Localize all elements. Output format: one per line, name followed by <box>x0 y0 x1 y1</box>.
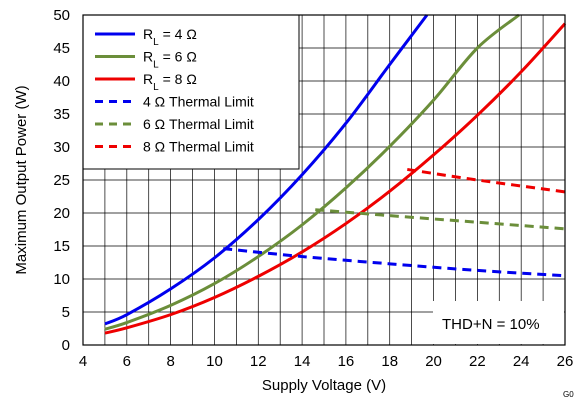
legend-label-5: 6 Ω Thermal Limit <box>143 116 254 132</box>
legend-label-3: RL = 8 Ω <box>143 71 197 93</box>
y-tick-label: 0 <box>62 337 70 354</box>
x-tick-label: 18 <box>381 353 398 370</box>
x-tick-label: 10 <box>206 353 223 370</box>
legend-label-2: RL = 6 Ω <box>143 49 197 71</box>
y-tick-label: 45 <box>53 40 70 57</box>
x-tick-label: 4 <box>79 353 87 370</box>
x-tick-label: 20 <box>425 353 442 370</box>
annotation-box <box>433 301 564 344</box>
y-tick-label: 25 <box>53 172 70 189</box>
x-tick-label: 22 <box>469 353 486 370</box>
annotation-group: THD+N = 10% <box>433 301 564 344</box>
series-line-1 <box>104 14 429 326</box>
x-tick-label: 16 <box>338 353 355 370</box>
x-tick-label: 8 <box>166 353 174 370</box>
x-tick-label: 12 <box>250 353 267 370</box>
y-tick-labels: 0 5 10 15 20 25 30 35 40 45 50 <box>53 7 70 354</box>
series-line-3 <box>104 22 567 335</box>
y-tick-label: 10 <box>53 271 70 288</box>
series-line-2 <box>104 13 520 331</box>
series-line-6 <box>407 167 566 194</box>
plot-frame <box>82 14 566 346</box>
legend-box <box>82 14 300 170</box>
y-axis-label: Maximum Output Power (W) <box>13 85 30 274</box>
y-tick-label: 15 <box>53 238 70 255</box>
legend-label-4: 4 Ω Thermal Limit <box>143 94 254 110</box>
y-tick-label: 35 <box>53 106 70 123</box>
x-tick-labels: 4 6 8 10 12 14 16 18 20 22 24 26 <box>79 353 574 370</box>
x-tick-label: 14 <box>294 353 311 370</box>
series-line-4 <box>223 247 566 278</box>
series-lines <box>104 13 567 335</box>
x-tick-label: 6 <box>123 353 131 370</box>
y-tick-label: 40 <box>53 73 70 90</box>
y-tick-label: 30 <box>53 139 70 156</box>
x-tick-label: 24 <box>513 353 530 370</box>
legend-label-6: 8 Ω Thermal Limit <box>143 139 254 155</box>
y-tick-label: 20 <box>53 205 70 222</box>
figure-code: G0 <box>563 390 574 399</box>
legend-label-1: RL = 4 Ω <box>143 26 197 48</box>
legend: RL = 4 ΩRL = 6 ΩRL = 8 Ω4 Ω Thermal Limi… <box>82 14 300 170</box>
y-tick-label: 5 <box>62 304 70 321</box>
y-tick-label: 50 <box>53 7 70 24</box>
thd-annotation: THD+N = 10% <box>442 316 540 333</box>
x-axis-label: Supply Voltage (V) <box>262 377 386 394</box>
series-line-5 <box>315 208 566 231</box>
x-tick-label: 26 <box>557 353 574 370</box>
